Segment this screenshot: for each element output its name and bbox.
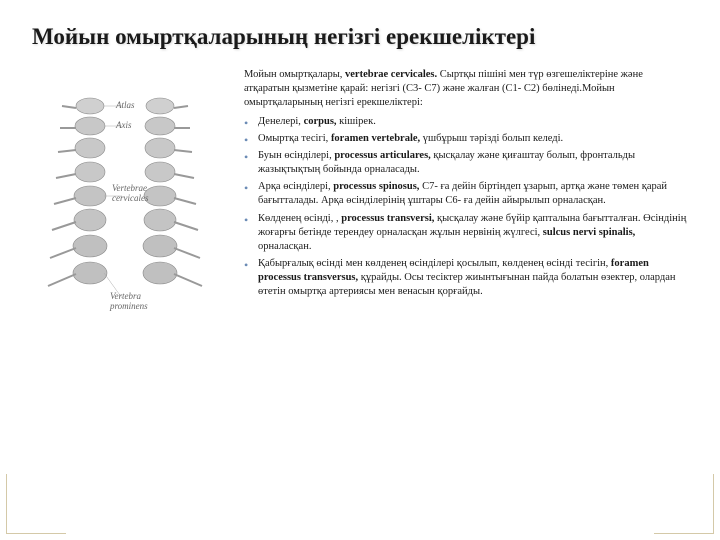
spine-diagram: Atlas Axis Vertebrae cervicales Vertebra… [32,78,212,378]
text-area: Мойын омыртқалары, vertebrae cervicales.… [238,68,688,378]
intro-bold: vertebrae cervicales. [345,69,437,80]
intro-lead: Мойын омыртқалары, [244,69,345,80]
label-axis: Axis [116,120,132,130]
list-item: Қабырғалық өсінді мен көлденең өсінділер… [244,257,688,300]
intro-paragraph: Мойын омыртқалары, vertebrae cervicales.… [238,68,688,111]
label-vc: Vertebrae cervicales [112,184,156,204]
corner-decoration-bl [6,474,66,534]
list-item: Арқа өсінділері, processus spinosus, С7-… [244,180,688,208]
slide-container: Мойын омыртқаларының негізгі ерекшелікте… [0,0,720,540]
list-item: Омыртқа тесігі, foramen vertebrale, үшбұ… [244,132,688,146]
list-item: Денелері, corpus, кішірек. [244,115,688,129]
page-title: Мойын омыртқаларының негізгі ерекшелікте… [32,24,688,50]
label-atlas: Atlas [116,100,135,110]
image-area: Atlas Axis Vertebrae cervicales Vertebra… [32,68,222,378]
list-item: Көлденең өсінді, , processus transversi,… [244,212,688,255]
label-vp: Vertebra prominens [110,292,160,312]
bullet-list: Денелері, corpus, кішірек. Омыртқа тесіг… [238,115,688,300]
list-item: Буын өсінділері, processus articulares, … [244,149,688,177]
content-row: Atlas Axis Vertebrae cervicales Vertebra… [32,68,688,378]
corner-decoration-br [654,474,714,534]
